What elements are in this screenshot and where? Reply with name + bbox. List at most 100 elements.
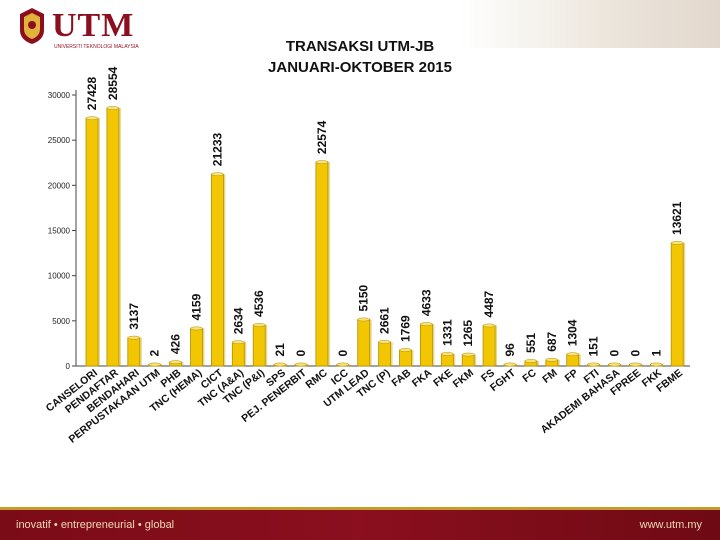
bar-top-cap	[608, 362, 621, 367]
bar	[190, 328, 203, 367]
category-label: FC	[520, 367, 539, 385]
bar-top-cap	[252, 323, 266, 327]
data-label: 5150	[357, 284, 371, 311]
bar-top-cap	[420, 322, 433, 326]
bar	[378, 341, 392, 367]
data-label: 2634	[231, 307, 245, 334]
bar-top-cap	[106, 106, 120, 110]
data-label: 1304	[566, 319, 580, 346]
category-label: FM	[540, 367, 560, 386]
y-tick-label: 5000	[52, 317, 70, 326]
data-label: 1769	[399, 315, 413, 342]
data-label: 0	[336, 350, 350, 357]
data-label: 1265	[461, 320, 475, 347]
bar-top-cap	[650, 362, 663, 367]
data-label: 4633	[419, 289, 433, 316]
bar	[106, 107, 120, 367]
bar-top-cap	[482, 323, 496, 328]
y-tick-label: 10000	[48, 272, 71, 281]
category-label: FKE	[431, 367, 455, 389]
bar	[231, 341, 245, 367]
bar	[127, 337, 141, 367]
data-label: 426	[169, 334, 183, 354]
data-label: 28554	[106, 66, 120, 100]
bar-top-cap	[127, 335, 141, 340]
bar	[419, 323, 433, 367]
data-label: 1	[649, 350, 663, 357]
bar	[482, 325, 496, 367]
y-tick-label: 25000	[48, 136, 71, 145]
data-label: 22574	[315, 120, 329, 154]
bar-top-cap	[294, 362, 308, 367]
utm-logo: UTM	[18, 6, 134, 46]
logo-text: UTM	[52, 7, 135, 44]
utm-crest-icon	[20, 8, 44, 44]
bar-top-cap	[503, 362, 517, 367]
bar-top-cap	[670, 241, 684, 245]
bar	[315, 161, 329, 367]
bar-top-cap	[336, 362, 350, 367]
data-label: 13621	[670, 201, 684, 235]
data-label: 0	[608, 350, 622, 357]
category-label: FAB	[389, 367, 413, 390]
y-tick-label: 30000	[48, 91, 71, 100]
bar	[210, 173, 224, 367]
bar-top-cap	[190, 326, 203, 331]
footer-tagline: inovatif • entrepreneurial • global	[16, 519, 175, 531]
bar-top-cap	[399, 348, 412, 352]
category-label: FKA	[410, 367, 435, 390]
data-label: 4536	[252, 290, 266, 317]
bar-top-cap	[545, 357, 559, 362]
data-label: 0	[628, 350, 642, 357]
bar-top-cap	[315, 160, 329, 164]
bar-top-cap	[461, 352, 475, 357]
data-label: 3137	[127, 303, 141, 330]
bar	[252, 324, 266, 367]
y-tick-label: 15000	[48, 227, 71, 236]
bar	[670, 242, 684, 367]
bar-top-cap	[587, 362, 600, 367]
data-label: 2	[148, 350, 162, 357]
data-label: 21233	[210, 132, 224, 166]
bar	[85, 117, 99, 367]
bar-top-cap	[378, 340, 391, 344]
chart-title-line-1: TRANSAKSI UTM-JB	[285, 38, 435, 55]
bar-top-cap	[273, 362, 287, 367]
bar-top-cap	[441, 352, 454, 356]
chart-title-line-2: JANUARI-OKTOBER 2015	[268, 59, 452, 76]
bar	[357, 319, 371, 367]
data-label: 0	[294, 350, 308, 357]
data-label: 151	[587, 336, 601, 356]
header-background-stripe	[460, 0, 720, 48]
footer-gold-rule	[0, 507, 720, 510]
bar-top-cap	[148, 362, 161, 367]
data-label: 687	[545, 331, 559, 351]
category-label: FKM	[451, 367, 477, 391]
data-label: 4159	[190, 293, 204, 320]
logo-subtitle: UNIVERSITI TEKNOLOGI MALAYSIA	[54, 44, 139, 50]
bar-top-cap	[566, 352, 579, 357]
bar-top-cap	[629, 362, 642, 367]
data-label: 96	[503, 343, 517, 357]
data-label: 21	[273, 343, 287, 357]
chart-title: TRANSAKSI UTM-JB JANUARI-OKTOBER 2015	[230, 36, 490, 78]
data-label: 551	[524, 333, 538, 353]
data-label: 2661	[378, 307, 392, 334]
footer-bar: inovatif • entrepreneurial • global www.…	[0, 510, 720, 540]
footer-url: www.utm.my	[639, 519, 702, 531]
data-label: 27428	[85, 77, 99, 111]
bar-top-cap	[357, 317, 370, 322]
bar	[399, 349, 412, 367]
category-label: RMC	[304, 367, 331, 391]
data-label: 1331	[440, 319, 454, 346]
data-label: 4487	[482, 290, 496, 317]
bar-top-cap	[211, 172, 224, 177]
bar-top-cap	[524, 359, 538, 363]
y-tick-label: 20000	[48, 181, 71, 190]
category-label: FP	[563, 367, 581, 385]
y-tick-label: 0	[66, 362, 71, 371]
bar-top-cap	[169, 360, 182, 365]
bar-top-cap	[232, 340, 245, 345]
bar-top-cap	[85, 116, 99, 121]
